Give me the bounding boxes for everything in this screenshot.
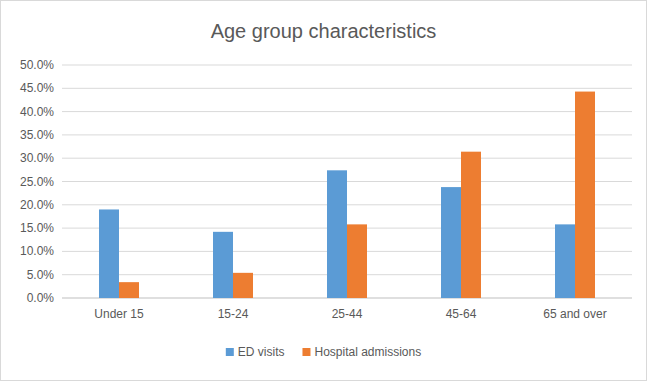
x-tick-label: 65 and over bbox=[543, 307, 606, 321]
grid-line bbox=[62, 88, 632, 89]
bar bbox=[119, 282, 139, 298]
grid-line bbox=[62, 158, 632, 159]
legend-item: Hospital admissions bbox=[302, 345, 421, 359]
y-tick-label: 40.0% bbox=[20, 105, 54, 119]
bar bbox=[99, 209, 119, 298]
chart-title: Age group characteristics bbox=[211, 20, 437, 42]
bars bbox=[99, 92, 595, 298]
legend-item: ED visits bbox=[226, 345, 285, 359]
bar bbox=[555, 224, 575, 298]
chart-svg: Age group characteristics 0.0% 5.0% 10.0% 15… bbox=[0, 0, 647, 381]
y-tick-label: 30.0% bbox=[20, 151, 54, 165]
bar bbox=[441, 187, 461, 298]
x-tick-label: 15-24 bbox=[218, 307, 249, 321]
bar bbox=[347, 224, 367, 298]
chart-background bbox=[1, 1, 647, 381]
y-tick-label: 35.0% bbox=[20, 128, 54, 142]
grid-line bbox=[62, 65, 632, 66]
legend: ED visits Hospital admissions bbox=[226, 345, 421, 359]
chart-container: Age group characteristics 0.0% 5.0% 10.0% 15… bbox=[0, 0, 647, 381]
y-tick-label: 20.0% bbox=[20, 198, 54, 212]
x-tick-label: 25-44 bbox=[332, 307, 363, 321]
y-tick-label: 0.0% bbox=[27, 291, 55, 305]
legend-label: Hospital admissions bbox=[314, 345, 421, 359]
y-tick-label: 45.0% bbox=[20, 81, 54, 95]
bar bbox=[233, 273, 253, 298]
legend-swatch bbox=[226, 348, 234, 356]
grid-line bbox=[62, 134, 632, 135]
bar bbox=[461, 152, 481, 298]
y-tick-label: 15.0% bbox=[20, 221, 54, 235]
legend-swatch bbox=[302, 348, 310, 356]
x-tick-label: Under 15 bbox=[94, 307, 144, 321]
y-tick-label: 10.0% bbox=[20, 244, 54, 258]
y-tick-label: 5.0% bbox=[27, 268, 55, 282]
x-tick-label: 45-64 bbox=[446, 307, 477, 321]
y-tick-label: 50.0% bbox=[20, 58, 54, 72]
bar bbox=[327, 170, 347, 298]
y-tick-label: 25.0% bbox=[20, 175, 54, 189]
bar bbox=[575, 92, 595, 298]
grid-line bbox=[62, 111, 632, 112]
bar bbox=[213, 232, 233, 298]
legend-label: ED visits bbox=[238, 345, 285, 359]
